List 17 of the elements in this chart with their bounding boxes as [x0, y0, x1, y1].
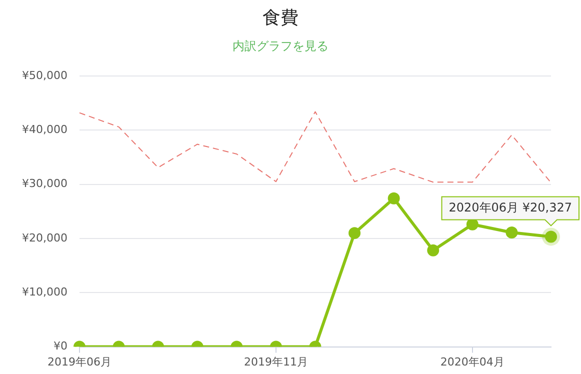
chart-subtitle: 内訳グラフを見る: [232, 38, 328, 53]
point: [506, 226, 518, 239]
point: [388, 192, 400, 204]
y-tick-label: ¥40,000: [22, 123, 68, 136]
x-tick-label: 2019年11月: [244, 355, 308, 368]
y-tick-label: ¥0: [53, 340, 68, 353]
y-tick-label: ¥30,000: [22, 177, 68, 190]
chart-title: 食費: [262, 7, 298, 28]
annotation: 2020年06月 ¥20,327: [448, 200, 572, 214]
x-tick-label: 2020年04月: [440, 355, 504, 368]
line-series: [78, 111, 552, 184]
y-tick-label: ¥20,000: [22, 231, 68, 244]
y-tick-label: ¥10,000: [22, 286, 68, 298]
x-tick-label: 2019年06月: [47, 355, 112, 368]
point: [427, 244, 440, 256]
point: [348, 227, 361, 240]
y-tick-label: ¥50,000: [22, 68, 68, 82]
